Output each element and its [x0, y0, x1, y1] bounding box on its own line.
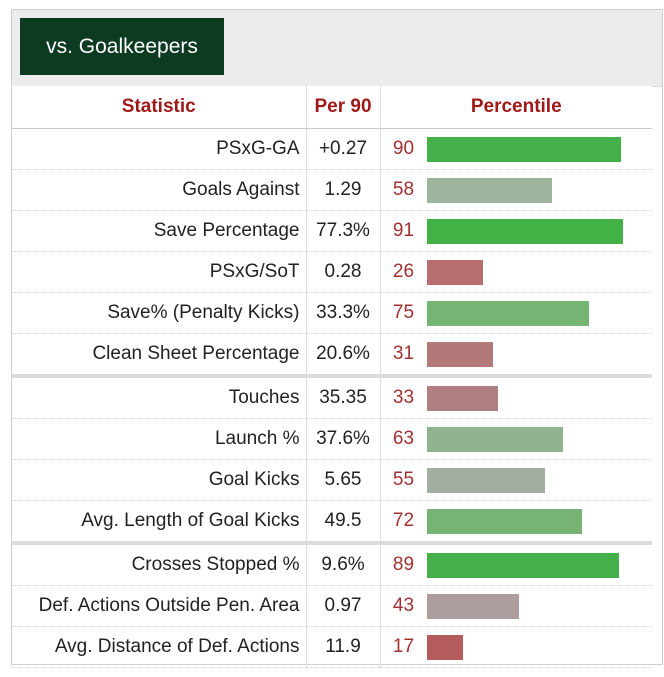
percentile-bar [426, 341, 494, 367]
header-per90: Per 90 [306, 86, 381, 129]
stat-name: Goal Kicks [12, 459, 307, 501]
table-row: Save Percentage 77.3% 91 [12, 210, 652, 252]
percentile-value: 90 [392, 138, 415, 159]
per90-value: 9.6% [306, 541, 381, 586]
percentile-bar [426, 136, 621, 162]
table-row: Goals Against 1.29 58 [12, 169, 652, 211]
percentile-bar-track [426, 385, 627, 411]
table-row: Launch % 37.6% 63 [12, 418, 652, 460]
percentile-bar-track [426, 552, 627, 578]
percentile-bar [426, 552, 619, 578]
percentile-bar [426, 593, 520, 619]
stat-name: Save% (Penalty Kicks) [12, 292, 307, 334]
percentile-value: 55 [392, 469, 415, 490]
percentile-bar-track [426, 177, 627, 203]
per90-value: 49.5 [306, 500, 381, 544]
table-row: Avg. Distance of Def. Actions 11.9 17 [12, 626, 652, 668]
per90-value: +0.27 [306, 128, 381, 170]
tab-vs-goalkeepers[interactable]: vs. Goalkeepers [20, 18, 224, 75]
goalkeeper-stats-panel: vs. Goalkeepers Statistic Per 90 Percent… [11, 9, 663, 668]
per90-value: 33.3% [306, 292, 381, 334]
percentile-value: 43 [392, 595, 415, 616]
percentile-bar [426, 300, 589, 326]
percentile-cell: 90 [380, 128, 652, 170]
stats-table: Statistic Per 90 Percentile PSxG-GA +0.27… [12, 86, 652, 668]
percentile-value: 31 [392, 343, 415, 364]
percentile-bar-track [426, 634, 627, 660]
percentile-bar-track [426, 426, 627, 452]
percentile-value: 91 [392, 220, 415, 241]
stat-name: Def. Actions Outside Pen. Area [12, 585, 307, 627]
percentile-bar-track [426, 508, 627, 534]
percentile-value: 75 [392, 302, 415, 323]
percentile-value: 33 [392, 387, 415, 408]
per90-value: 11.9 [306, 626, 381, 668]
percentile-bar [426, 259, 483, 285]
header-percentile: Percentile [380, 86, 652, 129]
stat-name: Avg. Length of Goal Kicks [12, 500, 307, 544]
percentile-cell: 89 [380, 541, 652, 586]
percentile-bar-track [426, 259, 627, 285]
percentile-bar [426, 634, 464, 660]
per90-value: 77.3% [306, 210, 381, 252]
percentile-bar [426, 508, 583, 534]
percentile-cell: 58 [380, 169, 652, 211]
percentile-cell: 31 [380, 333, 652, 377]
stat-name: Touches [12, 374, 307, 419]
percentile-value: 58 [392, 179, 415, 200]
percentile-bar [426, 467, 546, 493]
table-row: PSxG/SoT 0.28 26 [12, 251, 652, 293]
percentile-value: 72 [392, 510, 415, 531]
percentile-value: 63 [392, 428, 415, 449]
per90-value: 20.6% [306, 333, 381, 377]
table-row: Touches 35.35 33 [12, 374, 652, 419]
percentile-cell: 43 [380, 585, 652, 627]
table-row: Avg. Length of Goal Kicks 49.5 72 [12, 500, 652, 544]
table-row: Clean Sheet Percentage 20.6% 31 [12, 333, 652, 377]
per90-value: 35.35 [306, 374, 381, 419]
stat-name: Crosses Stopped % [12, 541, 307, 586]
stat-name: Launch % [12, 418, 307, 460]
percentile-cell: 26 [380, 251, 652, 293]
percentile-cell: 91 [380, 210, 652, 252]
per90-value: 5.65 [306, 459, 381, 501]
stat-name: Avg. Distance of Def. Actions [12, 626, 307, 668]
percentile-value: 89 [392, 554, 415, 575]
per90-value: 37.6% [306, 418, 381, 460]
per90-value: 0.97 [306, 585, 381, 627]
tab-bar: vs. Goalkeepers [12, 10, 662, 87]
percentile-cell: 33 [380, 374, 652, 419]
percentile-bar [426, 218, 624, 244]
percentile-cell: 55 [380, 459, 652, 501]
table-header-row: Statistic Per 90 Percentile [12, 86, 652, 129]
table-row: Goal Kicks 5.65 55 [12, 459, 652, 501]
stat-name: Goals Against [12, 169, 307, 211]
table-row: Def. Actions Outside Pen. Area 0.97 43 [12, 585, 652, 627]
percentile-bar-track [426, 467, 627, 493]
percentile-cell: 17 [380, 626, 652, 668]
stat-name: PSxG/SoT [12, 251, 307, 293]
percentile-bar-track [426, 593, 627, 619]
percentile-bar [426, 426, 563, 452]
per90-value: 1.29 [306, 169, 381, 211]
table-row: Crosses Stopped % 9.6% 89 [12, 541, 652, 586]
percentile-bar-track [426, 300, 627, 326]
percentile-value: 17 [392, 636, 415, 657]
per90-value: 0.28 [306, 251, 381, 293]
table-row: PSxG-GA +0.27 90 [12, 128, 652, 170]
header-statistic: Statistic [12, 86, 307, 129]
percentile-bar-track [426, 136, 627, 162]
percentile-value: 26 [392, 261, 415, 282]
stat-name: Save Percentage [12, 210, 307, 252]
stat-name: PSxG-GA [12, 128, 307, 170]
percentile-bar-track [426, 341, 627, 367]
percentile-cell: 75 [380, 292, 652, 334]
percentile-cell: 72 [380, 500, 652, 544]
stat-name: Clean Sheet Percentage [12, 333, 307, 377]
table-row: Save% (Penalty Kicks) 33.3% 75 [12, 292, 652, 334]
percentile-cell: 63 [380, 418, 652, 460]
percentile-bar [426, 385, 498, 411]
percentile-bar [426, 177, 552, 203]
percentile-bar-track [426, 218, 627, 244]
